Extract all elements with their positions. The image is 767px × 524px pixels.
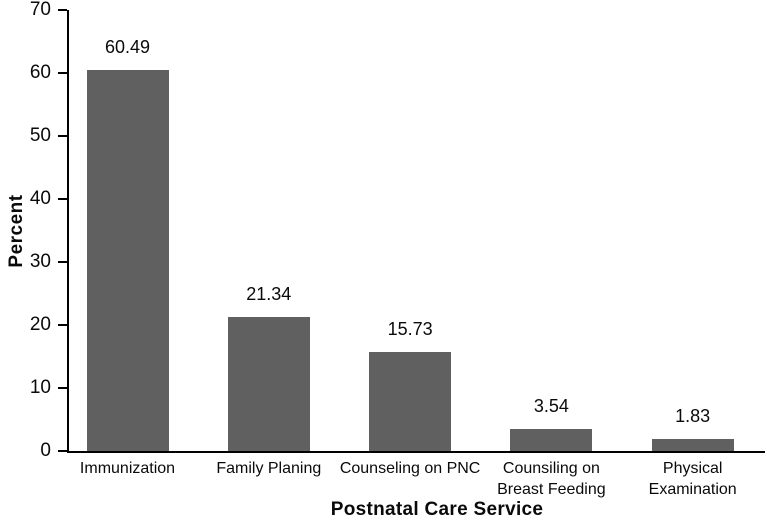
y-axis-tick	[58, 135, 67, 137]
bar-value-label-immunization: 60.49	[104, 36, 151, 57]
y-axis-title: Percent	[6, 194, 27, 268]
y-axis-tick	[58, 72, 67, 74]
y-axis-tick	[58, 198, 67, 200]
bar-value-label-counsiling-on: 3.54	[533, 395, 569, 416]
bar-counseling-on-pnc	[369, 351, 452, 451]
bar-family-planing	[227, 316, 310, 451]
x-category-label-physical: Physical Examination	[648, 460, 737, 498]
x-category-label-family-planing: Family Planing	[216, 460, 322, 477]
y-axis-tick	[58, 387, 67, 389]
y-axis-tick	[58, 324, 67, 326]
bar-counsiling-on	[510, 428, 593, 451]
x-axis-title: Postnatal Care Service	[330, 499, 544, 520]
plot-area: 0 10 20 30 40 50 60 70 60.49 Immunization 21.34 Fam…	[30, 0, 765, 498]
x-category-label-immunization: Immunization	[79, 460, 176, 477]
y-axis-tick-label: 10	[29, 377, 51, 398]
bar-value-label-family-planing: 21.34	[246, 283, 292, 304]
bar-value-label-counseling-on-pnc: 15.73	[387, 318, 433, 339]
y-axis-tick-label: 60	[29, 62, 51, 83]
y-axis-tick-label: 20	[29, 314, 51, 335]
y-axis-tick	[58, 9, 67, 11]
bar-value-label-physical: 1.83	[675, 406, 711, 427]
x-category-label-counsiling-on: Counsiling on Breast Feeding	[497, 460, 606, 498]
y-axis-tick	[58, 450, 67, 452]
y-axis-tick-label: 40	[29, 188, 51, 209]
y-axis-tick-label: 70	[29, 0, 51, 20]
y-axis-tick-label: 0	[40, 440, 51, 461]
y-axis-tick-label: 50	[29, 125, 51, 146]
y-axis-tick	[58, 261, 67, 263]
bar-immunization	[86, 69, 169, 451]
y-axis-tick-label: 30	[29, 251, 51, 272]
x-category-label-counseling-on-pnc: Counseling on PNC	[339, 460, 481, 477]
bar-physical	[651, 439, 734, 451]
